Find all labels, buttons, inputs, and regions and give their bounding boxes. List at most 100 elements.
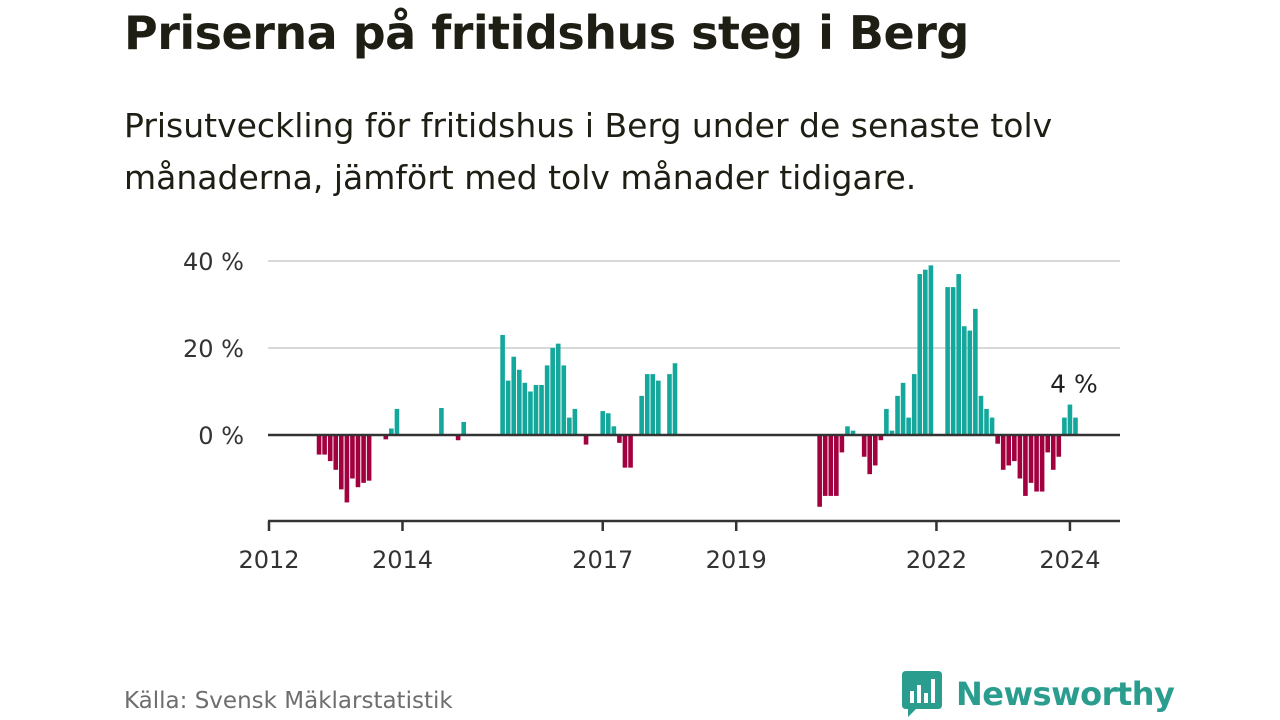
bar	[906, 417, 911, 435]
bar	[555, 343, 561, 435]
bar	[350, 435, 355, 479]
bar	[989, 417, 995, 435]
bar	[995, 435, 1000, 444]
bar	[622, 435, 628, 468]
bar	[850, 430, 856, 435]
bar	[455, 435, 461, 441]
bar	[973, 308, 978, 435]
bar	[1056, 435, 1062, 457]
bar	[911, 374, 917, 435]
bars	[316, 265, 1078, 507]
bar	[672, 363, 678, 435]
bar	[923, 269, 928, 435]
bar	[1017, 435, 1023, 479]
bar	[567, 417, 572, 435]
bar	[839, 435, 845, 453]
bar	[1000, 435, 1006, 470]
brand-logo-group: Newsworthy	[902, 670, 1175, 718]
y-tick-label: 40 %	[183, 248, 244, 276]
bar	[872, 435, 878, 466]
bar	[550, 348, 555, 435]
bar	[878, 435, 884, 441]
bar	[828, 435, 834, 496]
grid-lines	[268, 260, 1120, 349]
bar	[900, 382, 906, 435]
bar	[544, 365, 550, 435]
bar	[1062, 417, 1067, 435]
bar	[967, 330, 973, 435]
y-tick-label: 20 %	[183, 335, 244, 363]
bar	[355, 435, 361, 488]
bar	[539, 384, 544, 435]
bar	[383, 435, 389, 440]
bar	[327, 435, 333, 462]
bar	[961, 326, 967, 435]
bar	[322, 435, 327, 455]
x-tick-label: 2012	[238, 546, 299, 574]
brand-name: Newsworthy	[956, 675, 1175, 713]
bar	[366, 435, 372, 481]
bar	[644, 374, 650, 435]
bar	[656, 380, 661, 436]
bar	[650, 374, 656, 435]
bar	[817, 435, 822, 507]
x-tick-label: 2019	[706, 546, 767, 574]
bar	[1012, 435, 1017, 462]
bar	[338, 435, 344, 490]
bar	[611, 426, 617, 435]
bar	[583, 435, 589, 445]
bar	[528, 391, 533, 435]
bar	[1067, 404, 1073, 435]
bar	[522, 382, 528, 435]
bar	[867, 435, 873, 475]
annotation-label: 4 %	[1050, 370, 1098, 399]
bar	[1023, 435, 1028, 496]
bar	[316, 435, 322, 455]
bar	[628, 435, 633, 468]
bar	[1039, 435, 1045, 492]
bar	[978, 395, 984, 435]
bar	[1073, 417, 1078, 435]
bar	[956, 274, 961, 435]
bar-chart: 0 % 20 % 40 % 2012 2014 2017 2019 2022 2024 4 %	[183, 248, 1120, 574]
annotation: 4 %	[1050, 370, 1098, 399]
bar	[928, 265, 934, 435]
bar	[605, 413, 611, 435]
x-tick-label: 2017	[572, 546, 633, 574]
x-axis-ticks: 2012 2014 2017 2019 2022 2024	[238, 521, 1100, 574]
bar	[500, 334, 505, 435]
bar	[639, 395, 644, 435]
x-tick-label: 2024	[1039, 546, 1100, 574]
bar	[845, 426, 850, 435]
bar	[511, 356, 517, 435]
bar	[884, 408, 889, 435]
bar	[572, 408, 578, 435]
newsworthy-logo-icon	[902, 671, 942, 717]
bar	[1006, 435, 1012, 466]
bar	[950, 287, 956, 435]
axes	[268, 433, 1120, 523]
bar	[333, 435, 339, 470]
bar	[895, 395, 900, 435]
bar	[617, 435, 622, 443]
bar	[389, 428, 394, 435]
y-tick-label: 0 %	[198, 422, 244, 450]
bar	[822, 435, 828, 496]
chart-subtitle: Prisutveckling för fritidshus i Berg und…	[124, 106, 1053, 197]
bar	[516, 369, 522, 435]
bar	[917, 274, 923, 435]
bar	[945, 287, 950, 435]
source-note: Källa: Svensk Mäklarstatistik	[124, 688, 453, 714]
y-axis-tick-labels: 0 % 20 % 40 %	[183, 248, 244, 450]
bar	[394, 408, 400, 435]
bar	[1045, 435, 1051, 453]
bar	[1034, 435, 1039, 492]
bar	[461, 421, 466, 435]
bar	[889, 430, 895, 435]
x-tick-label: 2014	[372, 546, 433, 574]
bar	[834, 435, 839, 496]
bar	[600, 411, 606, 435]
bar	[505, 380, 511, 436]
bar	[1028, 435, 1034, 483]
bar	[1050, 435, 1056, 470]
